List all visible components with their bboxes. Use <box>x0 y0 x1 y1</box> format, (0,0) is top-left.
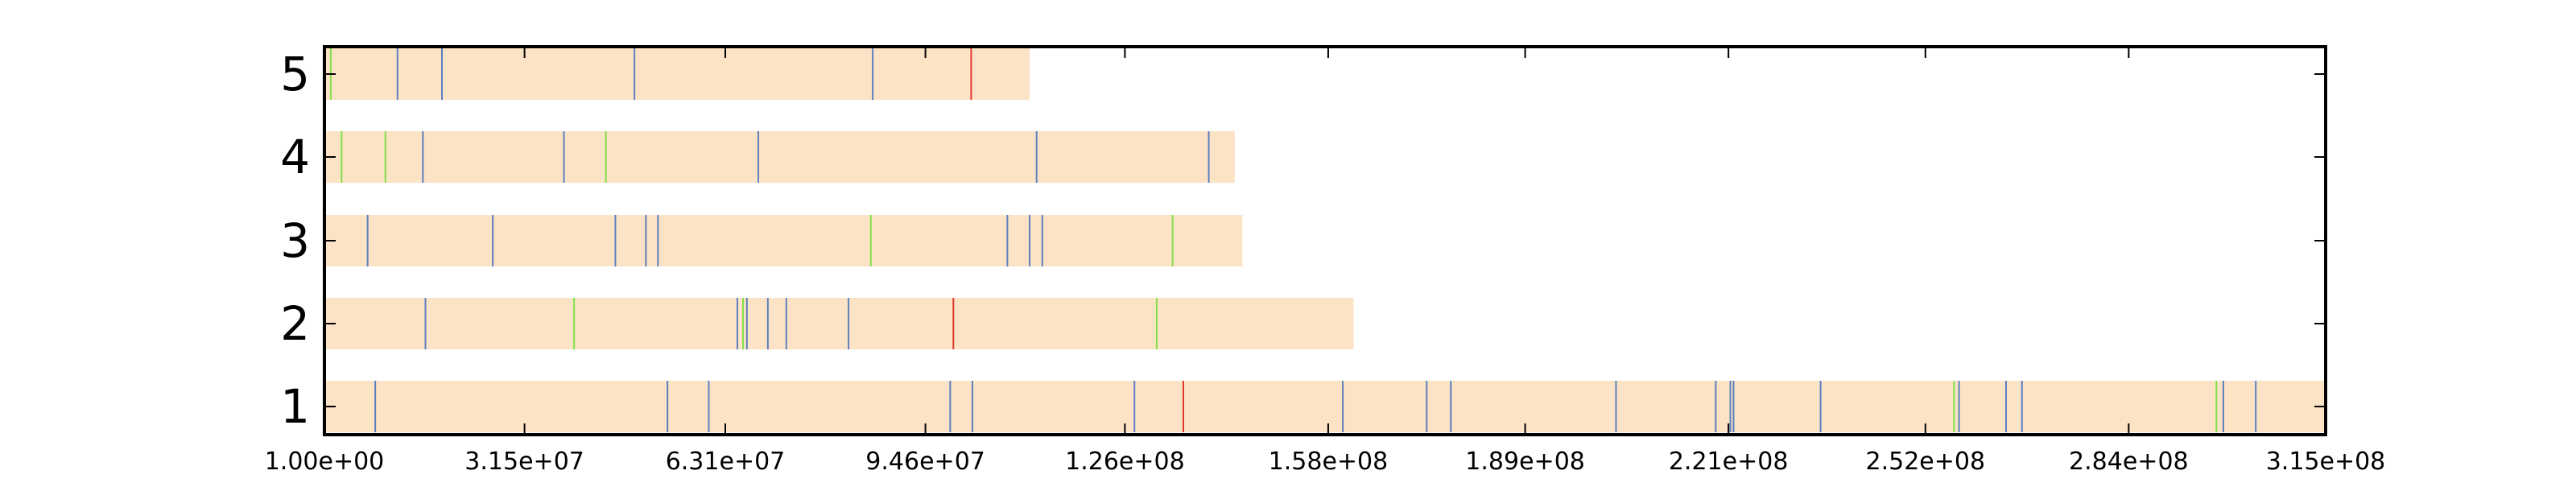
ticks-layer: 1.00e+00 3.15e+07 6.31e+07 9.46e+07 1.26e+08… <box>265 47 2386 476</box>
x-tick-label: 1.58e+08 <box>1269 448 1389 476</box>
bars-layer <box>324 48 2326 432</box>
x-tick-label: 3.15e+08 <box>2266 448 2386 476</box>
x-tick-label: 1.00e+00 <box>265 448 385 476</box>
plot-frame <box>323 45 2327 436</box>
x-tick-label: 2.21e+08 <box>1669 448 1789 476</box>
x-tick-label: 2.52e+08 <box>1866 448 1986 476</box>
bar-chr-3 <box>324 215 1243 266</box>
y-tick-label: 5 <box>280 47 310 101</box>
y-tick-label: 1 <box>280 379 310 434</box>
x-tick-label: 1.26e+08 <box>1065 448 1185 476</box>
bar-chr-2 <box>324 298 1354 349</box>
x-tick-label: 2.84e+08 <box>2069 448 2189 476</box>
x-tick-label: 9.46e+07 <box>865 448 985 476</box>
bar-chr-4 <box>324 131 1235 183</box>
y-tick-label: 2 <box>280 296 310 351</box>
y-tick-label: 3 <box>280 213 310 268</box>
bar-chr-1 <box>324 381 2326 432</box>
x-tick-label: 1.89e+08 <box>1465 448 1585 476</box>
x-tick-label: 3.15e+07 <box>464 448 584 476</box>
x-tick-label: 6.31e+07 <box>666 448 786 476</box>
y-tick-label: 4 <box>280 130 310 184</box>
bar-chr-5 <box>324 48 1030 100</box>
